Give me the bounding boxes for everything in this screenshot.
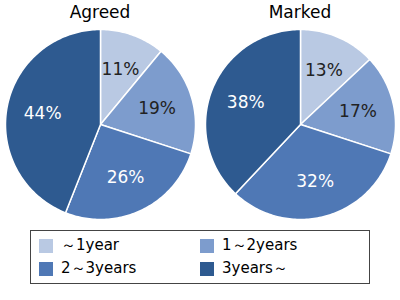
html-text:～1year: ～1year	[61, 236, 119, 254]
svg-text:26%: 26%	[107, 167, 145, 187]
html-text:Marked: Marked	[268, 2, 332, 22]
svg-text:32%: 32%	[296, 171, 334, 191]
html-text:1～2years: 1～2years	[222, 236, 298, 254]
svg-text:17%: 17%	[339, 101, 377, 121]
html-text:Agreed: Agreed	[69, 2, 131, 22]
html-text:2～3years: 2～3years	[61, 259, 137, 277]
html-text:3years～: 3years～	[222, 259, 288, 277]
svg-text:44%: 44%	[24, 103, 62, 123]
svg-text:38%: 38%	[227, 92, 265, 112]
svg-text:19%: 19%	[138, 98, 176, 118]
svg-text:11%: 11%	[102, 59, 140, 79]
svg-text:13%: 13%	[305, 60, 343, 80]
